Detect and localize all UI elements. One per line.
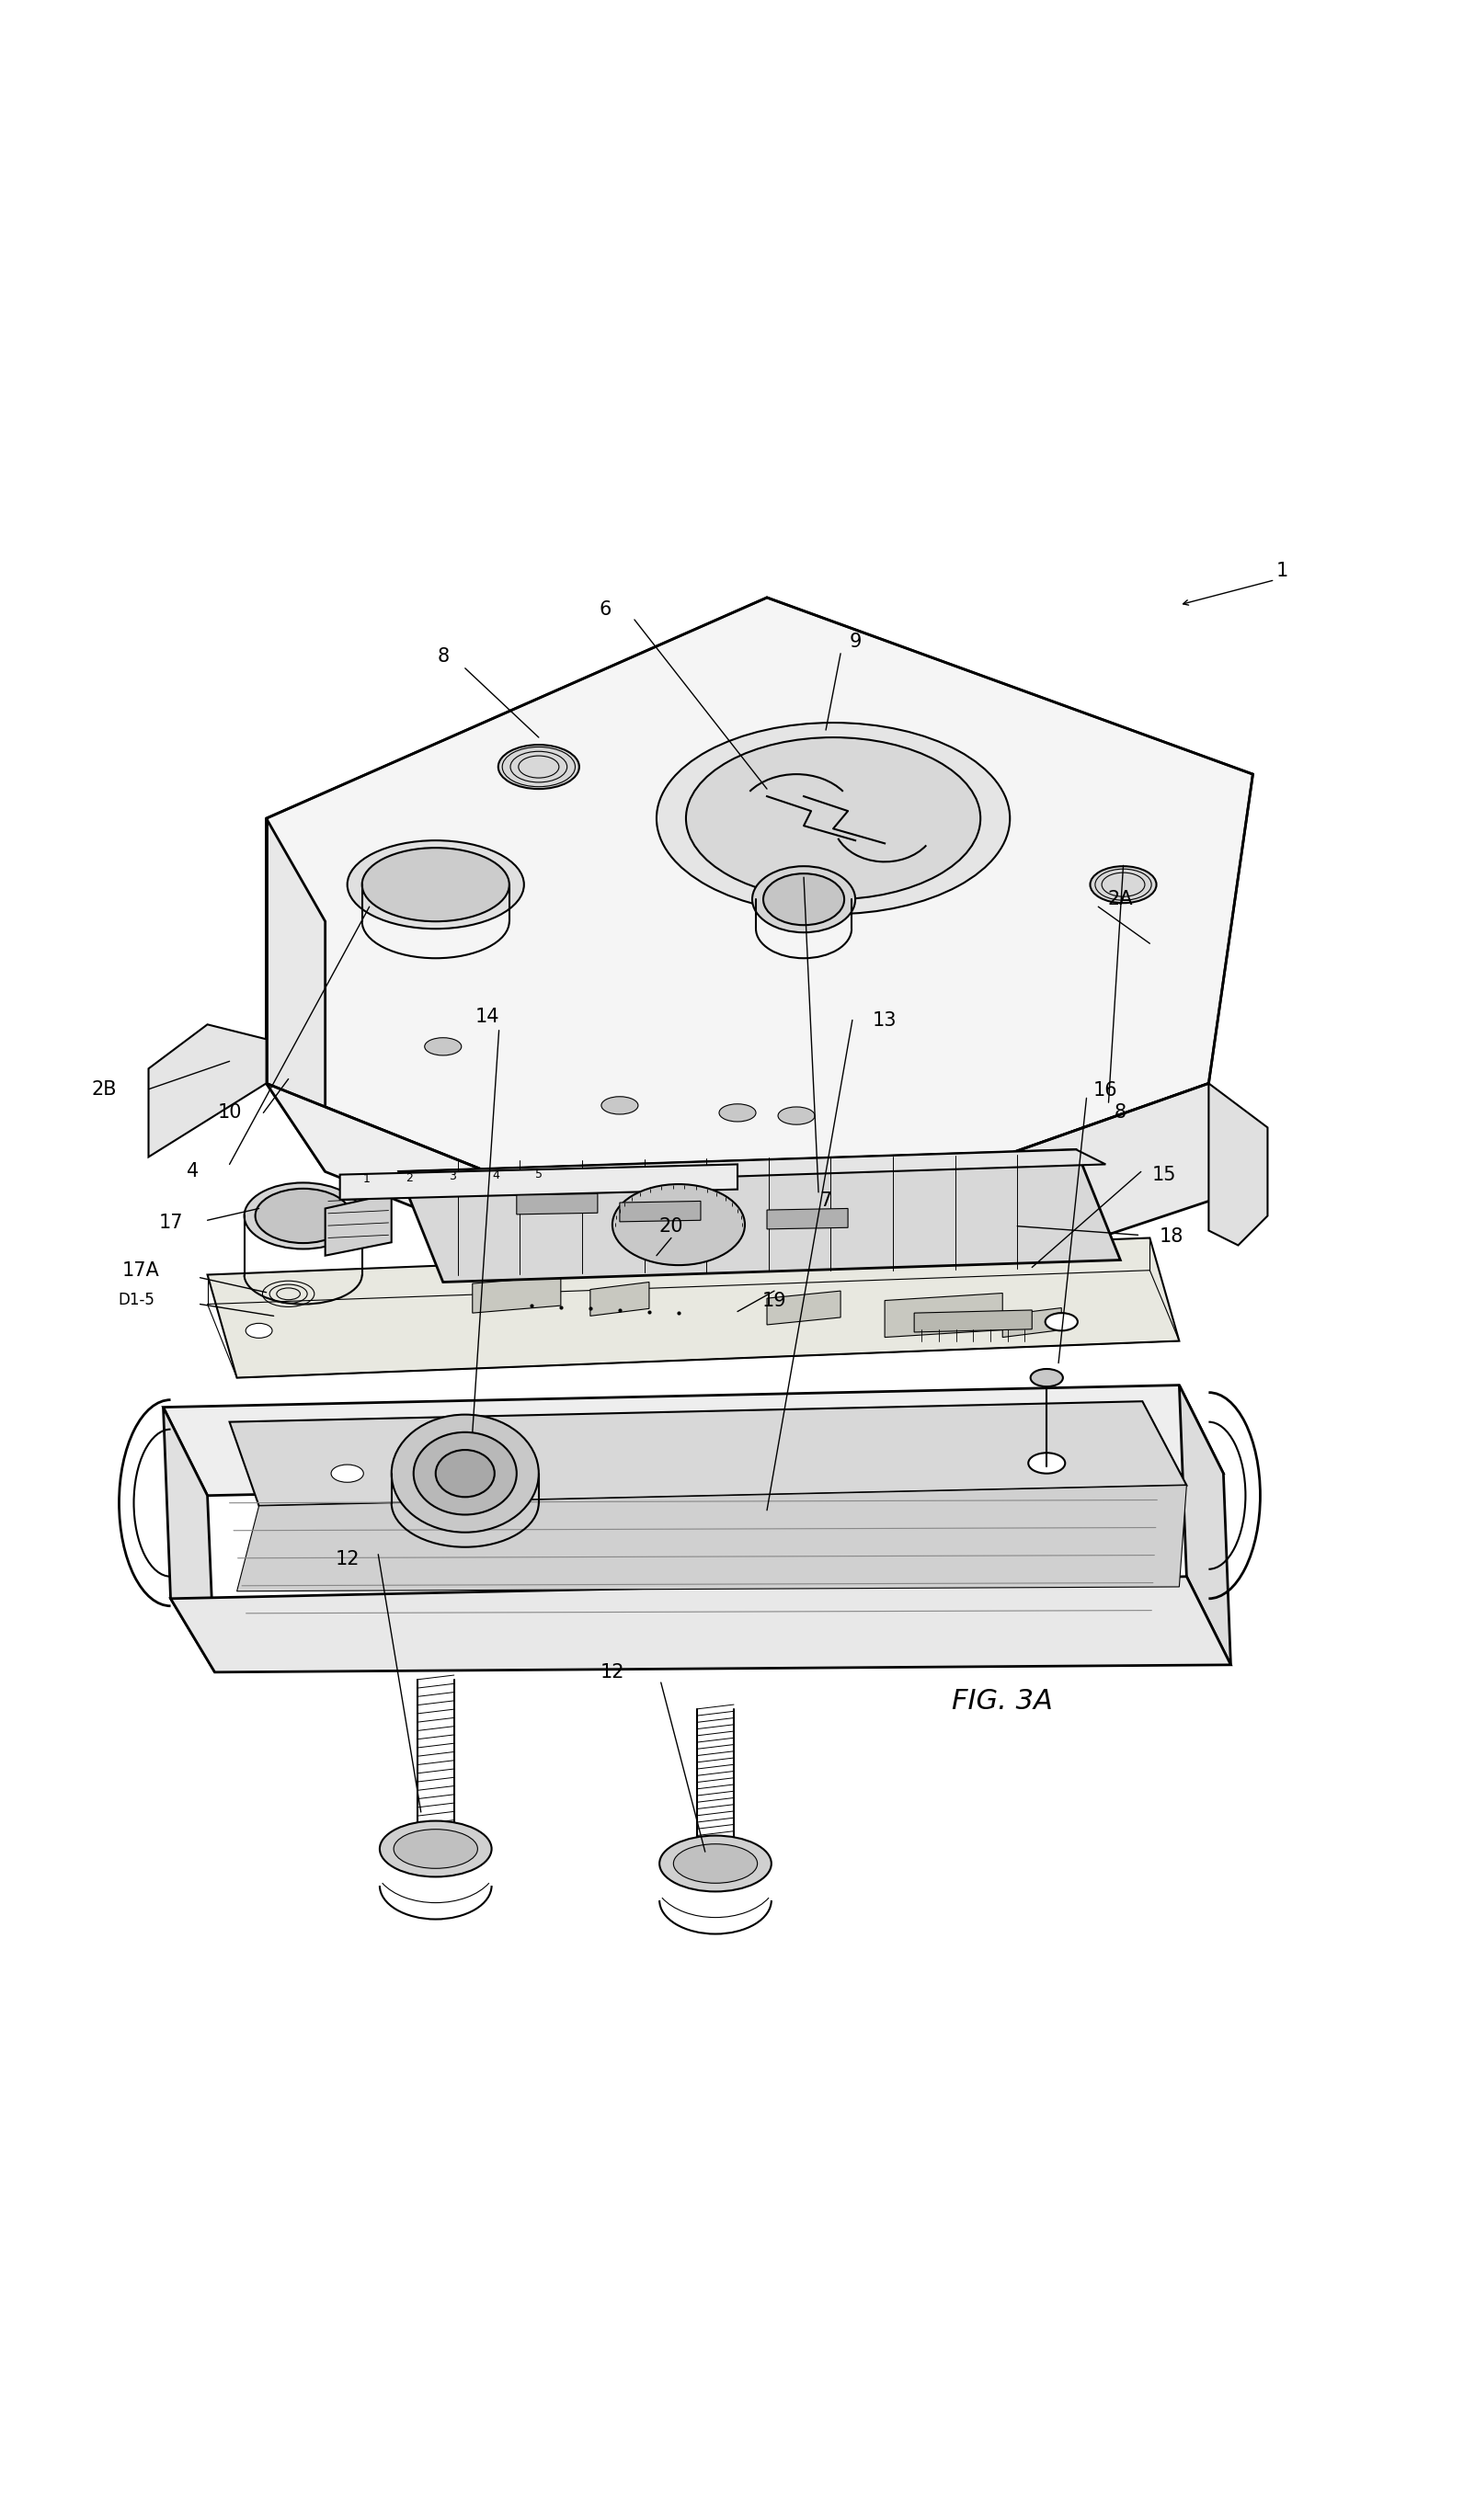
- Ellipse shape: [1046, 1313, 1078, 1331]
- Ellipse shape: [752, 867, 855, 932]
- Text: 12: 12: [335, 1550, 360, 1567]
- Ellipse shape: [720, 1104, 755, 1121]
- Polygon shape: [339, 1164, 738, 1200]
- Text: 13: 13: [873, 1011, 897, 1028]
- Ellipse shape: [777, 1106, 814, 1124]
- Polygon shape: [230, 1401, 1186, 1507]
- Polygon shape: [767, 1290, 841, 1326]
- Polygon shape: [767, 1210, 848, 1230]
- Ellipse shape: [1031, 1368, 1063, 1386]
- Text: 9: 9: [850, 633, 861, 650]
- Text: 15: 15: [1152, 1164, 1177, 1184]
- Text: 10: 10: [217, 1104, 242, 1121]
- Text: 4: 4: [187, 1162, 199, 1182]
- Text: 19: 19: [763, 1293, 786, 1310]
- Ellipse shape: [394, 1830, 478, 1867]
- Text: 16: 16: [1093, 1081, 1118, 1099]
- Text: 20: 20: [659, 1217, 683, 1235]
- Text: 8: 8: [437, 648, 448, 665]
- Text: 1: 1: [1276, 562, 1288, 580]
- Ellipse shape: [347, 842, 524, 930]
- Polygon shape: [914, 1310, 1032, 1333]
- Text: 1: 1: [363, 1172, 370, 1184]
- Polygon shape: [590, 1283, 649, 1315]
- Polygon shape: [267, 819, 324, 1172]
- Text: 2A: 2A: [1108, 890, 1133, 910]
- Text: 17A: 17A: [122, 1260, 159, 1280]
- Ellipse shape: [379, 1822, 491, 1877]
- Polygon shape: [1208, 1084, 1267, 1245]
- Polygon shape: [267, 1084, 767, 1348]
- Text: 3: 3: [448, 1172, 456, 1182]
- Ellipse shape: [330, 1464, 363, 1482]
- Text: 18: 18: [1159, 1227, 1184, 1245]
- Ellipse shape: [246, 1323, 273, 1338]
- Ellipse shape: [674, 1845, 757, 1882]
- Ellipse shape: [686, 738, 981, 900]
- Polygon shape: [516, 1194, 597, 1215]
- Ellipse shape: [612, 1184, 745, 1265]
- Text: 2B: 2B: [91, 1081, 117, 1099]
- Ellipse shape: [602, 1096, 639, 1114]
- Text: 12: 12: [600, 1663, 624, 1681]
- Polygon shape: [171, 1578, 1230, 1673]
- Polygon shape: [324, 1194, 391, 1255]
- Text: 6: 6: [599, 600, 611, 617]
- Ellipse shape: [499, 746, 580, 789]
- Polygon shape: [208, 1237, 1179, 1378]
- Text: 5: 5: [535, 1169, 543, 1179]
- Text: 4: 4: [493, 1169, 499, 1182]
- Text: D1-5: D1-5: [118, 1290, 155, 1308]
- Ellipse shape: [659, 1835, 771, 1893]
- Ellipse shape: [763, 874, 844, 925]
- Polygon shape: [398, 1149, 1121, 1283]
- Ellipse shape: [1028, 1454, 1065, 1474]
- Polygon shape: [472, 1275, 560, 1313]
- Polygon shape: [164, 1406, 215, 1673]
- Ellipse shape: [656, 723, 1010, 915]
- Ellipse shape: [361, 847, 509, 922]
- Ellipse shape: [435, 1449, 494, 1497]
- Text: 17: 17: [158, 1215, 183, 1232]
- Ellipse shape: [425, 1038, 462, 1056]
- Text: 14: 14: [475, 1008, 500, 1026]
- Text: 2: 2: [406, 1172, 413, 1184]
- Polygon shape: [149, 1026, 267, 1157]
- Polygon shape: [708, 1084, 1252, 1348]
- Ellipse shape: [245, 1182, 361, 1250]
- Polygon shape: [1179, 1386, 1230, 1666]
- Text: 8: 8: [1114, 1104, 1127, 1121]
- Polygon shape: [620, 1202, 701, 1222]
- Ellipse shape: [255, 1189, 351, 1242]
- Polygon shape: [885, 1293, 1003, 1338]
- Polygon shape: [1003, 1308, 1062, 1338]
- Text: FIG. 3A: FIG. 3A: [951, 1688, 1053, 1716]
- Ellipse shape: [391, 1414, 538, 1532]
- Ellipse shape: [1090, 867, 1156, 902]
- Ellipse shape: [413, 1431, 516, 1515]
- Polygon shape: [398, 1149, 1106, 1187]
- Polygon shape: [164, 1386, 1223, 1494]
- Polygon shape: [237, 1484, 1186, 1590]
- Polygon shape: [267, 597, 1252, 1260]
- Text: 7: 7: [820, 1192, 832, 1210]
